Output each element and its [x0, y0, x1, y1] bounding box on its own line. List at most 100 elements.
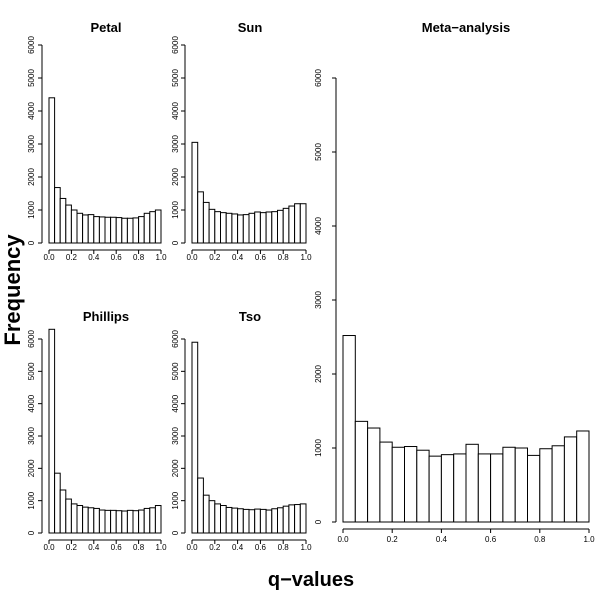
y-tick-label: 0 — [27, 530, 36, 535]
histogram-bar — [271, 211, 278, 244]
histogram-bar — [154, 505, 162, 534]
x-axis: 0.0 0.2 0.4 0.6 0.8 1.0 — [186, 249, 312, 262]
histogram-bar — [225, 212, 233, 244]
histogram-bar — [82, 506, 89, 534]
histogram-bar — [214, 211, 222, 244]
histogram-bar — [138, 216, 145, 244]
x-tick-label: 0.4 — [88, 253, 100, 262]
histogram-bar — [465, 443, 479, 523]
x-tick-label: 0.4 — [232, 543, 244, 552]
y-tick-label: 5000 — [171, 362, 180, 380]
histogram-bar — [282, 505, 290, 534]
histogram-bar — [563, 436, 578, 523]
y-tick-label: 2000 — [27, 459, 36, 477]
histogram-bar — [282, 207, 290, 244]
y-tick-label: 1000 — [171, 201, 180, 219]
x-axis: 0.0 0.2 0.4 0.6 0.8 1.0 — [43, 539, 167, 552]
panel-title: Sun — [238, 20, 263, 35]
histogram-bar — [76, 212, 84, 244]
histogram-bar — [477, 453, 492, 523]
histogram-bar — [65, 498, 72, 534]
y-axis: 0 1000 2000 3000 4000 5000 6000 — [171, 36, 186, 245]
histogram-bar — [121, 510, 128, 534]
histogram-bar — [225, 506, 233, 534]
x-axis: 0.0 0.2 0.4 0.6 0.8 1.0 — [186, 539, 312, 552]
histogram-bar — [121, 217, 128, 244]
histogram-bar — [98, 509, 106, 534]
bars — [191, 141, 307, 244]
histogram-bar — [299, 203, 307, 244]
histogram-bar — [82, 214, 89, 244]
histogram-bar — [104, 509, 112, 534]
x-tick-label: 0.4 — [436, 535, 448, 544]
y-tick-label: 4000 — [314, 217, 323, 235]
x-tick-label: 0.8 — [133, 543, 145, 552]
x-tick-label: 1.0 — [155, 253, 167, 262]
y-tick-label: 3000 — [171, 427, 180, 445]
y-tick-label: 1000 — [314, 439, 323, 457]
panel-phillips: Phillips 0.0 0.2 0.4 0.6 0.8 1.0 0 1000 2000 3000 4… — [27, 309, 167, 552]
histogram-bar — [416, 449, 430, 523]
y-axis: 0 1000 2000 3000 4000 5000 6000 — [314, 69, 337, 524]
histogram-bar — [191, 341, 199, 534]
histogram-bar — [254, 508, 261, 534]
histogram-bar — [231, 507, 239, 534]
histogram-bar — [132, 217, 140, 244]
histogram-bar — [271, 508, 278, 534]
histogram-bar — [242, 214, 250, 244]
x-tick-label: 1.0 — [300, 253, 312, 262]
histogram-bar — [502, 446, 516, 523]
y-tick-label: 3000 — [314, 291, 323, 309]
histogram-bar — [391, 446, 406, 523]
y-tick-label: 6000 — [27, 36, 36, 54]
y-tick-label: 0 — [27, 240, 36, 245]
histogram-bar — [48, 328, 56, 534]
histogram-bar — [220, 505, 227, 534]
panel-title: Meta−analysis — [422, 20, 511, 35]
bars — [48, 97, 162, 244]
histogram-bar — [65, 204, 72, 244]
x-axis: 0.0 0.2 0.4 0.6 0.8 1.0 — [43, 249, 167, 262]
histogram-bar — [299, 503, 307, 534]
histogram-bar — [208, 500, 216, 534]
y-tick-label: 0 — [171, 530, 180, 535]
histogram-bar — [149, 211, 156, 244]
x-tick-label: 0.2 — [387, 535, 399, 544]
histogram-bar — [277, 209, 284, 244]
figure-xlabel: q−values — [268, 569, 354, 591]
x-tick-label: 0.4 — [232, 253, 244, 262]
histogram-bar — [191, 141, 199, 244]
x-tick-label: 0.0 — [337, 535, 349, 544]
histogram-bar — [259, 212, 267, 244]
y-axis: 0 1000 2000 3000 4000 5000 6000 — [27, 330, 43, 535]
y-tick-label: 2000 — [171, 168, 180, 186]
x-tick-label: 0.6 — [111, 543, 123, 552]
panel-petal: Petal 0.0 0.2 0.4 0.6 0.8 1.0 0 1000 2000 3000 4000… — [27, 20, 167, 262]
histogram-bar — [59, 197, 67, 244]
histogram-bar — [354, 420, 369, 523]
histogram-bar — [110, 216, 117, 244]
x-tick-label: 0.2 — [209, 253, 221, 262]
histogram-bar — [104, 216, 112, 244]
histogram-bar — [288, 504, 296, 534]
histogram-bar — [154, 209, 162, 244]
x-tick-label: 0.2 — [66, 543, 78, 552]
histogram-bar — [149, 507, 156, 534]
y-tick-label: 3000 — [27, 427, 36, 445]
histogram-bar — [265, 211, 273, 244]
histogram-bar — [132, 510, 140, 534]
y-tick-label: 4000 — [27, 102, 36, 120]
y-tick-label: 0 — [314, 519, 323, 524]
bars — [191, 341, 307, 534]
figure-ylabel: Frequency — [0, 234, 25, 346]
x-tick-label: 0.8 — [133, 253, 145, 262]
histogram-bar — [208, 208, 216, 244]
histogram-bar — [527, 454, 541, 523]
histogram-bar — [277, 507, 284, 534]
x-tick-label: 0.0 — [186, 253, 198, 262]
y-tick-label: 2000 — [171, 459, 180, 477]
x-tick-label: 0.2 — [66, 253, 78, 262]
histogram-bar — [197, 191, 204, 244]
x-tick-label: 0.0 — [186, 543, 198, 552]
x-tick-label: 0.8 — [534, 535, 546, 544]
